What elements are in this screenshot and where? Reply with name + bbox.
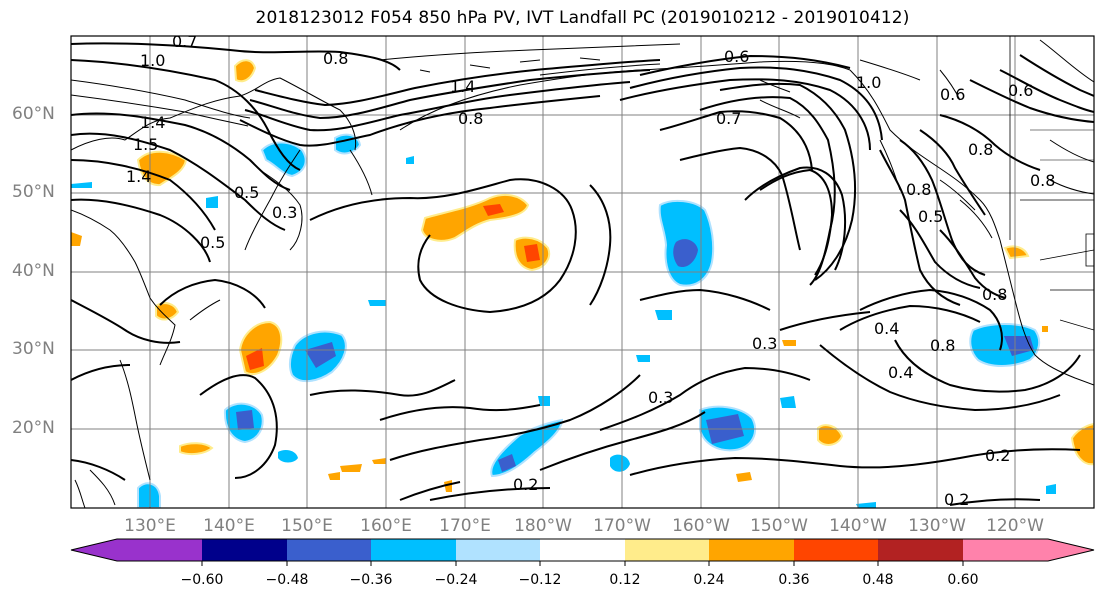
colorbar-bin-5 (456, 539, 540, 561)
lat-label-40n: 40°N (12, 261, 55, 281)
colorbar (70, 538, 1095, 566)
contour-label: 0.8 (1030, 171, 1055, 190)
colorbar-bin-1 (117, 539, 202, 561)
contour-label: 0.8 (968, 140, 993, 159)
coastlines (71, 36, 1094, 508)
contour-label: 1.4 (450, 77, 475, 96)
contour-label: 0.7 (172, 32, 197, 51)
contour-label: 1.0 (856, 73, 881, 92)
lon-label-170w: 170°W (593, 516, 651, 536)
colorbar-high-extension (1048, 539, 1094, 561)
colorbar-bin-3 (287, 539, 371, 561)
graticule (71, 36, 1094, 508)
contour-label: 0.2 (985, 446, 1010, 465)
colorbar-bin-4 (371, 539, 456, 561)
lon-label-130w: 130°W (908, 516, 966, 536)
contour-label: 0.3 (272, 203, 297, 222)
contour-label: 0.8 (458, 109, 483, 128)
lon-label-150e: 150°E (281, 516, 333, 536)
lon-label-140w: 140°W (829, 516, 887, 536)
lon-label-160e: 160°E (360, 516, 412, 536)
colorbar-label: −0.48 (265, 572, 309, 588)
contour-labels: 0.7 1.0 0.8 0.6 0.6 0.6 0.8 1.4 0.8 1.4 … (126, 32, 1055, 509)
pv-contours (71, 42, 1094, 506)
lat-label-20n: 20°N (12, 418, 55, 438)
map-panel (70, 35, 1095, 509)
contour-label: 0.3 (648, 388, 673, 407)
contour-label: 0.6 (940, 85, 965, 104)
lat-label-30n: 30°N (12, 339, 55, 359)
contour-label: 0.7 (716, 109, 741, 128)
contour-label: 0.4 (874, 319, 899, 338)
colorbar-bin-10 (878, 539, 963, 561)
colorbar-bin-8 (709, 539, 794, 561)
contour-label: 0.8 (323, 49, 348, 68)
contour-label: 0.2 (513, 475, 538, 494)
colorbar-label: 0.60 (947, 572, 979, 588)
colorbar-bin-9 (794, 539, 878, 561)
colorbar-label: −0.24 (434, 572, 478, 588)
contour-label: 0.5 (234, 183, 259, 202)
colorbar-low-extension (71, 539, 117, 561)
lon-label-140e: 140°E (203, 516, 255, 536)
contour-label: 0.8 (930, 336, 955, 355)
contour-label: 1.0 (140, 51, 165, 70)
contour-label: 1.5 (133, 135, 158, 154)
colorbar-bin-6 (540, 539, 625, 561)
contour-label: 0.8 (982, 285, 1007, 304)
colorbar-label: −0.36 (349, 572, 393, 588)
colorbar-bin-7 (625, 539, 709, 561)
contour-label: 0.3 (752, 334, 777, 353)
lon-label-180w: 180°W (514, 516, 572, 536)
colorbar-label: 0.36 (778, 572, 810, 588)
contour-label: 1.4 (126, 167, 151, 186)
negative-anomaly-shading (71, 133, 1056, 508)
pv-contours-thin (71, 39, 1094, 239)
contour-label: 1.4 (140, 113, 165, 132)
colorbar-label: 0.48 (862, 572, 894, 588)
colorbar-bin-2 (202, 539, 287, 561)
contour-label: 0.2 (944, 490, 969, 509)
contour-label: 0.6 (724, 47, 749, 66)
lon-label-170e: 170°E (439, 516, 491, 536)
contour-label: 0.5 (918, 207, 943, 226)
colorbar-bin-11 (963, 539, 1048, 561)
lat-label-60n: 60°N (12, 104, 55, 124)
lon-label-130e: 130°E (124, 516, 176, 536)
lon-label-120w: 120°W (986, 516, 1044, 536)
colorbar-label: −0.60 (180, 572, 224, 588)
lon-label-150w: 150°W (750, 516, 808, 536)
contour-label: 0.5 (200, 233, 225, 252)
colorbar-label: 0.12 (609, 572, 641, 588)
colorbar-label: 0.24 (693, 572, 725, 588)
map-title: 2018123012 F054 850 hPa PV, IVT Landfall… (255, 8, 910, 28)
contour-label: 0.4 (888, 363, 913, 382)
contour-label: 0.8 (906, 180, 931, 199)
contour-label: 0.6 (1008, 81, 1033, 100)
lon-label-160w: 160°W (672, 516, 730, 536)
positive-anomaly-shading (71, 59, 1094, 492)
lat-label-50n: 50°N (12, 182, 55, 202)
colorbar-label: −0.12 (518, 572, 562, 588)
